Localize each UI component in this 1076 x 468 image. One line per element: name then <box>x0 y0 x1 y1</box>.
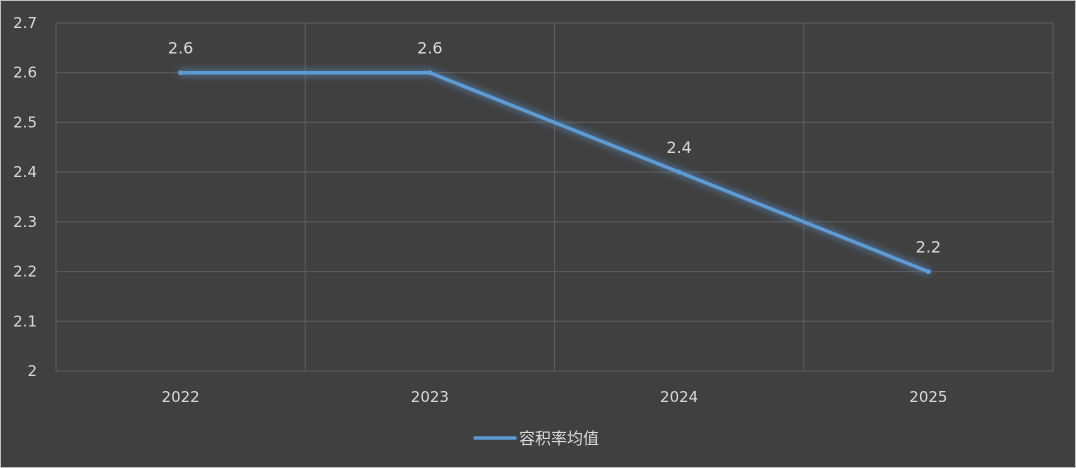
data-label: 2.6 <box>417 39 442 58</box>
series-lines <box>178 70 931 275</box>
y-tick-label: 2.1 <box>13 312 37 330</box>
data-point <box>178 70 184 76</box>
data-point <box>676 169 682 175</box>
legend-label: 容积率均值 <box>519 429 599 448</box>
data-point <box>427 70 433 76</box>
y-tick-label: 2 <box>27 362 37 380</box>
x-tick-label: 2022 <box>162 388 200 406</box>
series-line <box>178 70 931 274</box>
y-tick-label: 2.2 <box>13 263 37 281</box>
grid-lines <box>55 22 1054 372</box>
y-tick-label: 2.3 <box>13 213 37 231</box>
y-tick-label: 2.4 <box>13 163 37 181</box>
y-tick-label: 2.6 <box>13 64 37 82</box>
x-axis-ticks: 2022 2023 2024 2025 <box>162 388 948 406</box>
data-point <box>925 269 931 275</box>
x-tick-label: 2025 <box>909 388 947 406</box>
y-axis-ticks: 2 2.1 2.2 2.3 2.4 2.5 2.6 2.7 <box>13 14 37 380</box>
data-label: 2.2 <box>916 238 941 257</box>
data-label: 2.4 <box>666 138 691 157</box>
y-tick-label: 2.7 <box>13 14 37 32</box>
y-tick-label: 2.5 <box>13 113 37 131</box>
x-tick-label: 2024 <box>660 388 698 406</box>
x-tick-label: 2023 <box>411 388 449 406</box>
data-labels: 2.6 2.6 2.4 2.2 <box>168 39 941 257</box>
data-label: 2.6 <box>168 39 193 58</box>
legend: 容积率均值 <box>473 429 599 448</box>
